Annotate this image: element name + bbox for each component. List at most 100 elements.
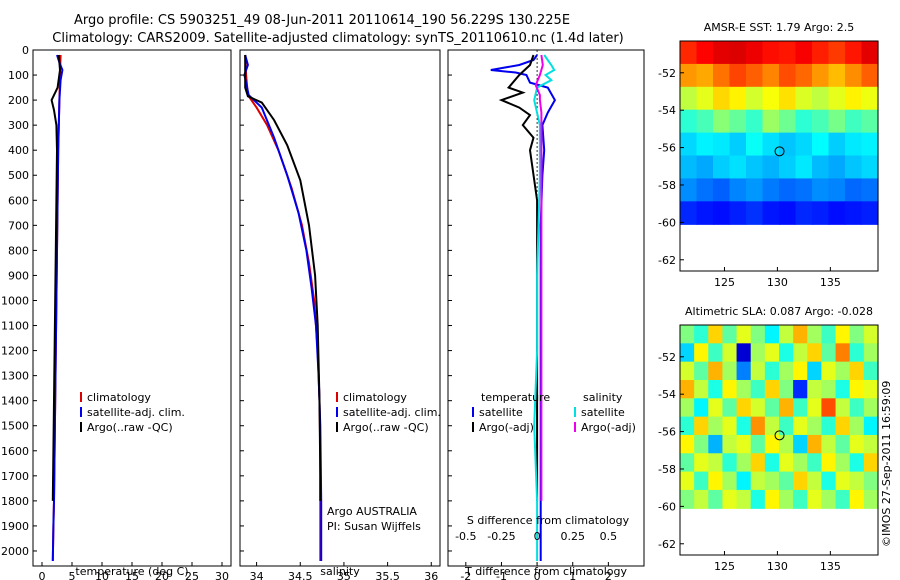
- sla-map-cell: [863, 471, 879, 491]
- sla-map-cell: [764, 361, 780, 381]
- sst-map-cell: [762, 178, 780, 202]
- sst-map-cell: [828, 155, 846, 180]
- sla-map-cell: [694, 434, 709, 454]
- sst-map-cell: [729, 155, 747, 180]
- sst-map-cell: [845, 109, 863, 134]
- sla-map-cell: [680, 379, 695, 399]
- sst-map-cell: [861, 178, 879, 202]
- sst-map-cell: [779, 86, 797, 111]
- sla-map-cell: [708, 361, 724, 381]
- sla-map-cell: [736, 434, 752, 454]
- sst-map-cell: [795, 41, 813, 65]
- sla-map-ytick-label: -56: [658, 426, 676, 439]
- sst-map-cell: [812, 109, 830, 134]
- sst-map-cell: [779, 155, 797, 180]
- salinity-legend-label: Argo(..raw -QC): [343, 421, 429, 434]
- sla-map-cell: [750, 398, 766, 418]
- sla-map-cell: [863, 325, 879, 344]
- sst-map-cell: [779, 63, 797, 88]
- sst-map-cell: [795, 132, 813, 157]
- sla-map-cell: [821, 361, 837, 381]
- salinity-plot-frame: [239, 49, 441, 567]
- sla-map-cell: [821, 379, 837, 399]
- figure-title-line1: Argo profile: CS 5903251_49 08-Jun-2011 …: [74, 13, 570, 28]
- sst-map-cell: [762, 201, 780, 225]
- sst-map-cell: [762, 109, 780, 134]
- sla-map-cell: [849, 471, 865, 491]
- sst-map-cell: [795, 178, 813, 202]
- sst-map-cell: [828, 86, 846, 111]
- sla-map-cell: [750, 416, 766, 436]
- sla-map-cell: [722, 471, 738, 491]
- sla-map-title: Altimetric SLA: 0.087 Argo: -0.028: [685, 305, 873, 318]
- sst-map-cell: [861, 155, 879, 180]
- sla-map-cell: [835, 489, 851, 509]
- sla-map-cell: [750, 325, 766, 344]
- sst-map-cell: [795, 86, 813, 111]
- sst-map-cell: [729, 86, 747, 111]
- sst-map-cell: [828, 63, 846, 88]
- sla-map-cell: [708, 343, 724, 363]
- sla-map-cell: [764, 434, 780, 454]
- sst-map-xtick-label: 135: [820, 276, 841, 289]
- sla-map-cell: [793, 379, 808, 399]
- sst-map-cell: [729, 132, 747, 157]
- sla-map-cell: [849, 489, 865, 509]
- sst-map-cell: [845, 132, 863, 157]
- sst-map-cell: [746, 178, 764, 202]
- sla-map-cell: [835, 453, 851, 473]
- difference-xtick-label: 2: [605, 570, 612, 580]
- sst-map-cell: [713, 86, 731, 111]
- salinity-panel: 34 34.5 35 35.5 36 salinity climatology satelli…: [239, 49, 441, 580]
- sla-map-cell: [793, 361, 808, 381]
- sst-map-cell: [680, 132, 698, 157]
- sla-map-cell: [708, 325, 724, 344]
- temperature-ytick-label: 1200: [1, 345, 29, 358]
- sla-map-cell: [807, 343, 823, 363]
- sla-map-cell: [807, 453, 823, 473]
- sst-map-cell: [795, 201, 813, 225]
- sla-map-panel: Altimetric SLA: 0.087 Argo: -0.028 125 130…: [658, 305, 879, 573]
- difference-stick-label: -0.5: [455, 530, 476, 543]
- temperature-ytick-label: 800: [8, 244, 29, 257]
- sst-map-cell: [828, 201, 846, 225]
- sst-map-cell: [828, 132, 846, 157]
- sst-map-cell: [746, 155, 764, 180]
- sla-map-cell: [680, 453, 695, 473]
- sst-map-cell: [845, 178, 863, 202]
- sla-map-cell: [736, 398, 752, 418]
- sst-map-cell: [828, 41, 846, 65]
- sla-map-cell: [736, 379, 752, 399]
- difference-plot-frame: [447, 49, 645, 567]
- sla-map-cell: [736, 471, 752, 491]
- sla-map-cell: [694, 453, 709, 473]
- sst-map-cell: [845, 155, 863, 180]
- sst-map-panel: AMSR-E SST: 1.79 Argo: 2.5 125 130 135 -52 -5…: [658, 21, 879, 289]
- sst-map-cell: [696, 201, 714, 225]
- salinity-climatology-line: [244, 54, 322, 561]
- sst-map-cell: [861, 63, 879, 88]
- sla-map-cell: [764, 343, 780, 363]
- sst-map-cell: [795, 63, 813, 88]
- temperature-legend-label: satellite-adj. clim.: [87, 406, 185, 419]
- sla-map-cell: [793, 343, 808, 363]
- sla-map-cell: [708, 379, 724, 399]
- sst-map-xtick-label: 130: [767, 276, 788, 289]
- sst-map-cell: [680, 155, 698, 180]
- sla-map-cell: [779, 325, 794, 344]
- temperature-ytick-label: 100: [8, 69, 29, 82]
- temperature-plot-frame: [32, 49, 232, 567]
- sst-map-cell: [680, 41, 698, 65]
- sst-map-cell: [746, 86, 764, 111]
- sst-map-cell: [696, 109, 714, 134]
- sla-map-cell: [680, 434, 695, 454]
- sst-map-cell: [812, 155, 830, 180]
- difference-t-satellite-line: [490, 54, 557, 561]
- temperature-ytick-label: 0: [22, 44, 29, 57]
- sla-map-cell: [680, 361, 695, 381]
- difference-stick-label: 0: [534, 530, 541, 543]
- sla-map-cell: [750, 343, 766, 363]
- sla-map-cell: [764, 379, 780, 399]
- difference-xtick-label: -2: [460, 570, 471, 580]
- sla-map-cell: [793, 325, 808, 344]
